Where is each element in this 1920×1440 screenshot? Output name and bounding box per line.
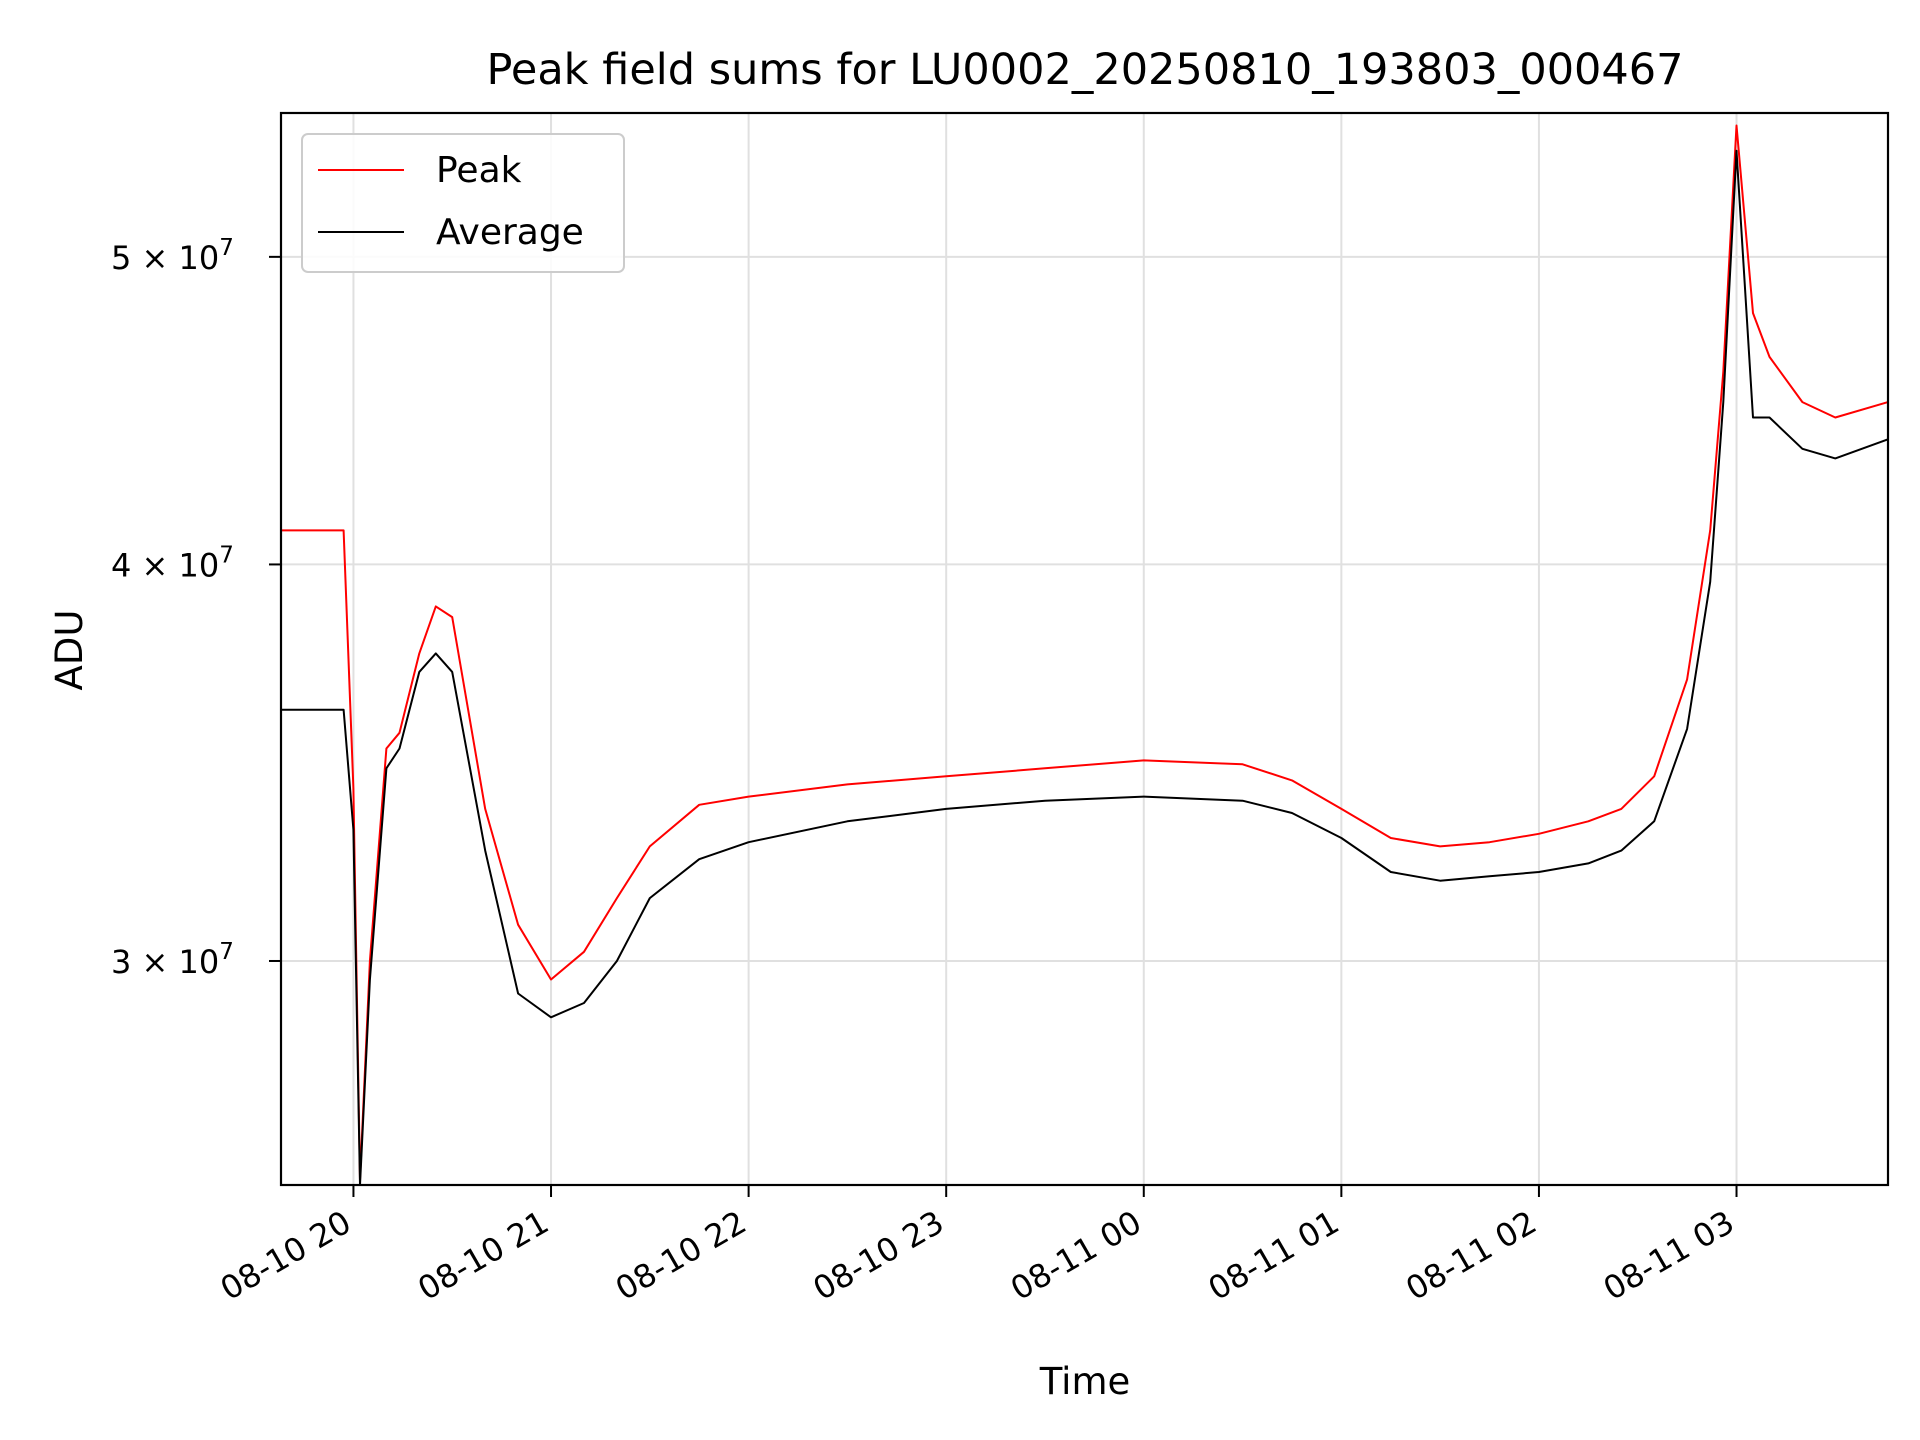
y-tick-mantissa: 3: [111, 943, 131, 981]
series-line-average: [281, 149, 1889, 1186]
legend-label-peak: Peak: [436, 150, 522, 191]
x-axis-label: Time: [1039, 1360, 1131, 1403]
y-tick-label: 3 × 107: [111, 939, 234, 981]
legend-label-average: Average: [436, 212, 584, 253]
y-tick-times: × 10: [131, 239, 219, 277]
y-tick-mantissa: 5: [111, 239, 131, 277]
legend: Peak Average: [301, 133, 625, 273]
y-tick-mantissa: 4: [111, 546, 131, 584]
y-tick-exponent: 7: [219, 939, 234, 965]
y-tick-times: × 10: [131, 943, 219, 981]
y-tick-times: × 10: [131, 546, 219, 584]
legend-box: [301, 133, 625, 273]
y-axis-label: ADU: [48, 610, 91, 691]
y-tick-label: 4 × 107: [111, 542, 234, 584]
plot-frame: [279, 111, 1890, 1187]
y-tick-exponent: 7: [219, 542, 234, 568]
chart-title: Peak field sums for LU0002_20250810_1938…: [486, 45, 1683, 95]
y-tick-label: 5 × 107: [111, 235, 234, 277]
y-tick-exponent: 7: [219, 235, 234, 261]
series-line-peak: [281, 124, 1889, 1181]
series-layer: [281, 124, 1889, 1186]
